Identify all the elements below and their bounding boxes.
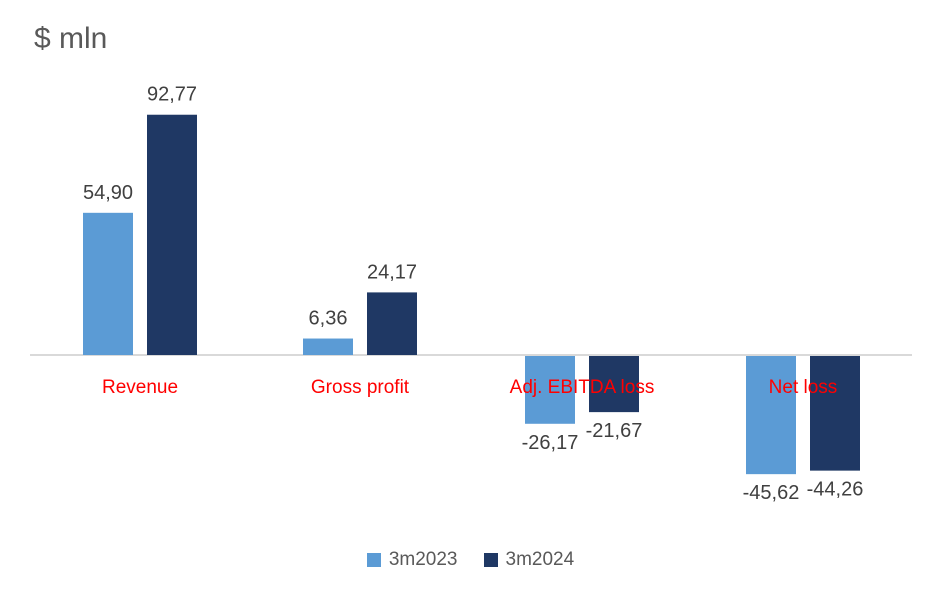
category-label-3: Net loss	[769, 377, 838, 398]
legend-swatch-3m2024	[483, 553, 498, 567]
bar-3m2024-3	[810, 356, 860, 471]
category-label-0: Revenue	[102, 377, 178, 398]
chart-legend: 3m2023 3m2024	[0, 549, 941, 571]
bar-3m2023-0	[83, 212, 133, 355]
bar-3m2023-1	[303, 338, 353, 355]
data-label-3m2024-0: 92,77	[147, 84, 197, 106]
bar-3m2024-2	[589, 356, 639, 413]
data-label-3m2023-3: -45,62	[743, 482, 800, 504]
data-label-3m2023-1: 6,36	[309, 308, 348, 330]
legend-label-3m2024: 3m2024	[505, 549, 575, 570]
bar-3m2024-0	[147, 114, 197, 355]
data-label-3m2024-2: -21,67	[586, 420, 643, 442]
bar-3m2024-1	[367, 292, 417, 355]
category-label-1: Gross profit	[311, 377, 410, 398]
data-label-3m2024-3: -44,26	[807, 479, 864, 501]
chart-unit-title: $ mln	[34, 22, 108, 55]
bar-3m2023-2	[525, 356, 575, 424]
legend-swatch-3m2023	[366, 553, 381, 567]
bar-chart: 54,90 92,77 Revenue 6,36 24,17 Gross profit -2…	[30, 84, 912, 504]
category-label-2: Adj. EBITDA loss	[510, 377, 655, 398]
data-label-3m2023-2: -26,17	[522, 432, 579, 454]
bar-3m2023-3	[746, 356, 796, 475]
legend-item-3m2024: 3m2024	[483, 549, 575, 571]
legend-label-3m2023: 3m2023	[388, 549, 458, 570]
legend-item-3m2023: 3m2023	[366, 549, 458, 571]
data-label-3m2024-1: 24,17	[367, 261, 417, 283]
data-label-3m2023-0: 54,90	[83, 182, 133, 204]
